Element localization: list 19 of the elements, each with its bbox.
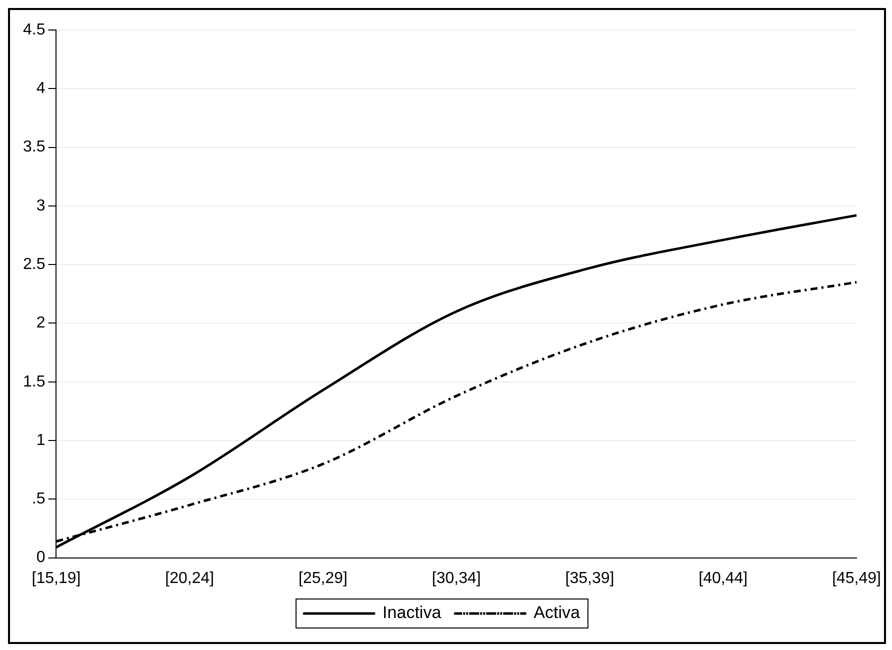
legend-label: Inactiva: [382, 603, 442, 622]
x-tick-label: [45,49]: [832, 570, 882, 587]
y-tick-label: .5: [32, 490, 46, 508]
y-tick-label: 1.5: [22, 373, 46, 390]
y-tick-label: 2.5: [22, 256, 46, 273]
x-tick-label: [30,34]: [432, 570, 481, 587]
x-tick-label: [20,24]: [165, 570, 214, 587]
y-tick-label: 4.5: [22, 21, 46, 38]
legend-label: Activa: [534, 603, 580, 622]
y-tick-label: 0: [36, 549, 46, 566]
x-tick-label: [40,44]: [698, 570, 748, 587]
x-tick-label: [35,39]: [565, 570, 614, 587]
y-tick-label: 3.5: [22, 138, 46, 156]
x-tick-label: [15,19]: [32, 570, 81, 587]
y-tick-label: 3: [36, 197, 46, 214]
y-tick-label: 1: [36, 432, 46, 449]
y-tick-label: 2: [36, 314, 46, 332]
x-tick-label: [25,29]: [298, 570, 348, 587]
y-tick-label: 4: [36, 80, 46, 98]
